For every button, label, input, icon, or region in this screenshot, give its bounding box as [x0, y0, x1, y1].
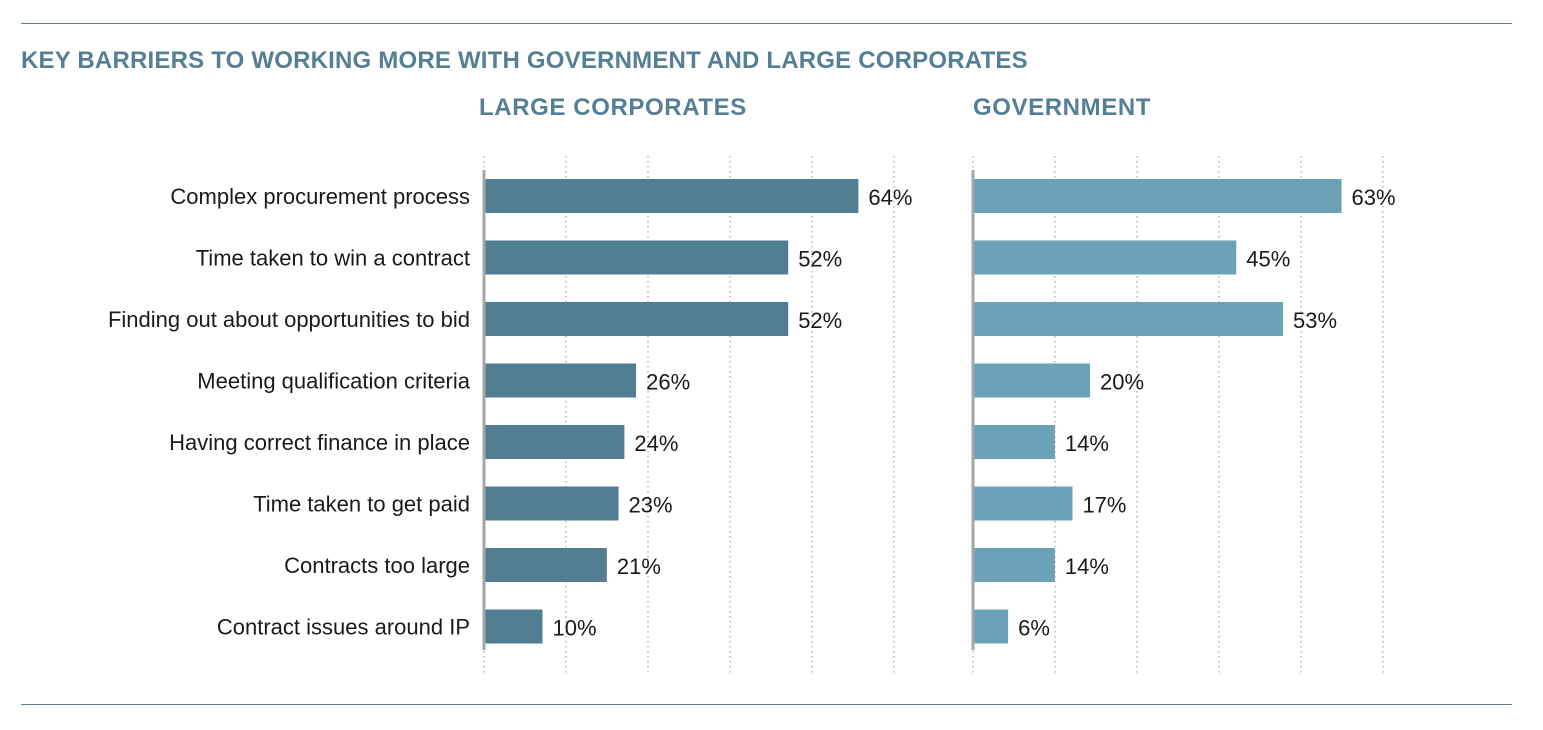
data-label: 23%	[629, 493, 673, 518]
data-label: 24%	[634, 431, 678, 456]
category-label: Meeting qualification criteria	[197, 369, 470, 394]
data-label: 21%	[617, 554, 661, 579]
data-label: 45%	[1246, 247, 1290, 272]
data-label: 53%	[1293, 308, 1337, 333]
bar	[484, 363, 637, 398]
category-label: Having correct finance in place	[169, 430, 470, 455]
bar	[484, 425, 625, 459]
bar	[484, 240, 789, 275]
category-label: Time taken to win a contract	[196, 246, 470, 271]
bottom-rule	[21, 704, 1512, 705]
bar	[973, 302, 1284, 336]
bar	[484, 486, 619, 521]
category-label: Finding out about opportunities to bid	[108, 307, 470, 332]
bar	[484, 609, 543, 644]
bar	[973, 425, 1055, 459]
data-label: 52%	[798, 308, 842, 333]
panel-title-government: GOVERNMENT	[973, 94, 1152, 121]
category-label: Contract issues around IP	[217, 615, 470, 640]
data-label: 52%	[798, 247, 842, 272]
data-label: 6%	[1018, 616, 1050, 641]
category-label: Complex procurement process	[170, 184, 470, 209]
panel-government: 63% 45% 53% 20% 14% 17% 14% 6%	[971, 156, 1396, 675]
bar	[973, 363, 1090, 398]
top-rule	[21, 23, 1512, 24]
category-labels: Complex procurement process Time taken to…	[108, 184, 471, 640]
data-label: 14%	[1065, 431, 1109, 456]
panel-large-corporates: 64% 52% 52% 26% 24% 23% 21% 10%	[482, 156, 912, 675]
bar	[973, 486, 1073, 521]
chart-title: KEY BARRIERS TO WORKING MORE WITH GOVERN…	[21, 47, 1028, 74]
bar	[484, 548, 607, 582]
data-label: 63%	[1352, 185, 1396, 210]
bar	[973, 179, 1342, 213]
data-label: 10%	[553, 616, 597, 641]
data-label: 26%	[646, 370, 690, 395]
bar	[484, 302, 789, 336]
data-label: 14%	[1065, 554, 1109, 579]
bar	[484, 179, 859, 213]
bar	[973, 609, 1009, 644]
bar	[973, 548, 1055, 582]
category-label: Contracts too large	[284, 553, 470, 578]
bar	[973, 240, 1237, 275]
data-label: 64%	[868, 185, 912, 210]
data-label: 17%	[1082, 493, 1126, 518]
category-label: Time taken to get paid	[253, 492, 470, 517]
data-label: 20%	[1100, 370, 1144, 395]
panel-title-large-corporates: LARGE CORPORATES	[479, 94, 747, 121]
